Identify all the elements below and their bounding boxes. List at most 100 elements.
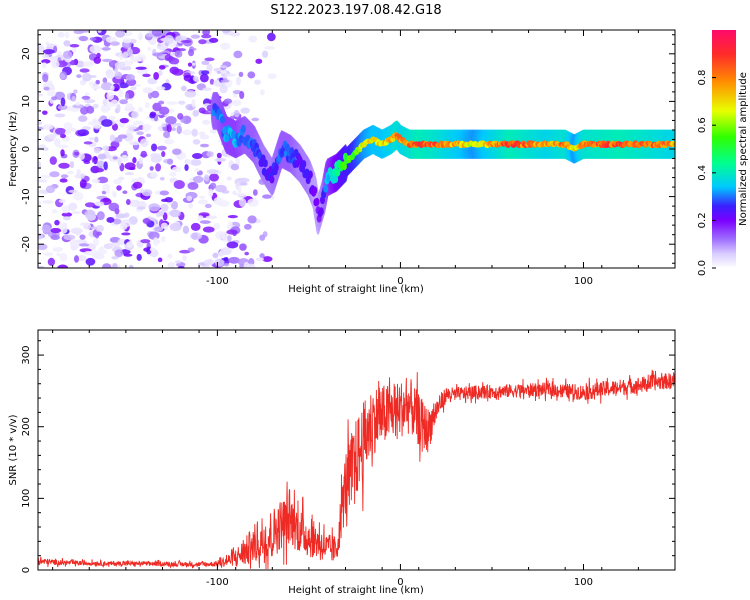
noise-cell bbox=[71, 47, 77, 53]
noise-cell bbox=[159, 190, 170, 196]
noise-cell bbox=[149, 152, 161, 159]
noise-cell bbox=[150, 90, 160, 99]
noise-cell bbox=[112, 190, 117, 198]
noise-cell bbox=[85, 184, 91, 190]
noise-cell bbox=[167, 263, 175, 268]
noise-cell bbox=[121, 232, 131, 236]
noise-cell bbox=[96, 160, 105, 168]
noise-cell bbox=[155, 86, 166, 91]
ridge-cell bbox=[335, 168, 341, 177]
noise-cell bbox=[237, 185, 242, 194]
colorbar-label: Normalized spectral amplitude bbox=[738, 72, 749, 226]
noise-cell bbox=[199, 195, 206, 199]
noise-cell bbox=[130, 86, 137, 91]
noise-cell bbox=[115, 30, 126, 38]
noise-cell bbox=[43, 86, 50, 91]
noise-cell bbox=[62, 216, 71, 221]
noise-cell bbox=[79, 222, 91, 227]
noise-cell bbox=[185, 159, 192, 165]
noise-cell bbox=[153, 226, 164, 232]
noise-cell bbox=[206, 169, 219, 175]
noise-cell bbox=[267, 73, 277, 80]
noise-cell bbox=[74, 255, 79, 263]
noise-cell bbox=[59, 178, 68, 183]
noise-cell bbox=[263, 46, 276, 50]
noise-cell bbox=[78, 35, 89, 42]
noise-cell bbox=[135, 54, 147, 62]
noise-cell bbox=[73, 151, 80, 156]
noise-cell bbox=[38, 200, 42, 206]
noise-cell bbox=[86, 214, 95, 219]
noise-cell bbox=[85, 92, 90, 96]
noise-cell bbox=[162, 212, 168, 221]
spectrogram-x-label: Height of straight line (km) bbox=[288, 284, 424, 295]
noise-cell bbox=[172, 68, 184, 76]
noise-cell bbox=[86, 105, 95, 114]
ridge-cell bbox=[307, 170, 313, 179]
noise-cell bbox=[152, 102, 162, 112]
noise-cell bbox=[111, 256, 119, 260]
noise-cell bbox=[240, 182, 248, 186]
noise-cell bbox=[202, 119, 211, 125]
noise-cell bbox=[78, 152, 85, 160]
x-tick-label: 0 bbox=[397, 276, 403, 287]
noise-cell bbox=[100, 82, 113, 91]
noise-cell bbox=[96, 211, 105, 221]
noise-cell bbox=[255, 58, 263, 64]
noise-cell bbox=[149, 247, 156, 252]
noise-cell bbox=[199, 220, 211, 224]
noise-cell bbox=[220, 247, 232, 256]
noise-cell bbox=[126, 48, 133, 57]
noise-cell bbox=[145, 133, 152, 138]
noise-cell bbox=[108, 202, 120, 212]
noise-cell bbox=[248, 35, 258, 43]
noise-cell bbox=[132, 120, 145, 126]
x-tick-label: 100 bbox=[574, 577, 593, 588]
noise-cell bbox=[69, 44, 80, 48]
noise-cell bbox=[116, 104, 121, 113]
noise-cell bbox=[201, 60, 210, 66]
noise-cell bbox=[119, 117, 129, 124]
noise-cell bbox=[82, 61, 94, 67]
noise-cell bbox=[101, 190, 107, 195]
noise-cell bbox=[69, 161, 75, 169]
noise-cell bbox=[41, 224, 51, 233]
ridge-cell bbox=[269, 175, 275, 184]
ridge-cell bbox=[262, 159, 268, 168]
noise-cell bbox=[166, 124, 172, 133]
noise-cell bbox=[97, 30, 102, 33]
noise-cell bbox=[60, 97, 66, 107]
noise-cell bbox=[80, 173, 85, 179]
noise-cell bbox=[51, 208, 58, 214]
noise-cell bbox=[190, 34, 200, 39]
noise-cell bbox=[194, 167, 200, 173]
noise-cell bbox=[122, 190, 128, 195]
noise-cell bbox=[136, 131, 144, 136]
noise-cell bbox=[132, 157, 137, 164]
noise-cell bbox=[243, 261, 250, 268]
noise-cell bbox=[171, 127, 176, 132]
noise-cell bbox=[209, 78, 215, 85]
noise-cell bbox=[67, 170, 75, 175]
figure-title: S122.2023.197.08.42.G18 bbox=[270, 3, 441, 18]
noise-cell bbox=[81, 95, 91, 100]
noise-cell bbox=[226, 176, 232, 181]
noise-cell bbox=[259, 89, 265, 96]
noise-cell bbox=[206, 63, 213, 72]
noise-cell bbox=[131, 111, 139, 119]
ridge-cell bbox=[396, 134, 402, 140]
noise-cell bbox=[192, 110, 200, 117]
noise-cell bbox=[159, 176, 165, 181]
noise-cell bbox=[124, 162, 136, 170]
noise-cell bbox=[54, 219, 60, 226]
snr-series-line bbox=[38, 369, 675, 570]
noise-cell bbox=[105, 36, 117, 44]
noise-cell bbox=[76, 255, 87, 262]
noise-cell bbox=[102, 263, 112, 268]
noise-cell bbox=[59, 253, 68, 262]
noise-cell bbox=[222, 30, 231, 34]
noise-cell bbox=[145, 33, 153, 38]
noise-cell bbox=[208, 37, 219, 43]
noise-cell bbox=[261, 50, 269, 58]
noise-cell bbox=[64, 129, 72, 135]
